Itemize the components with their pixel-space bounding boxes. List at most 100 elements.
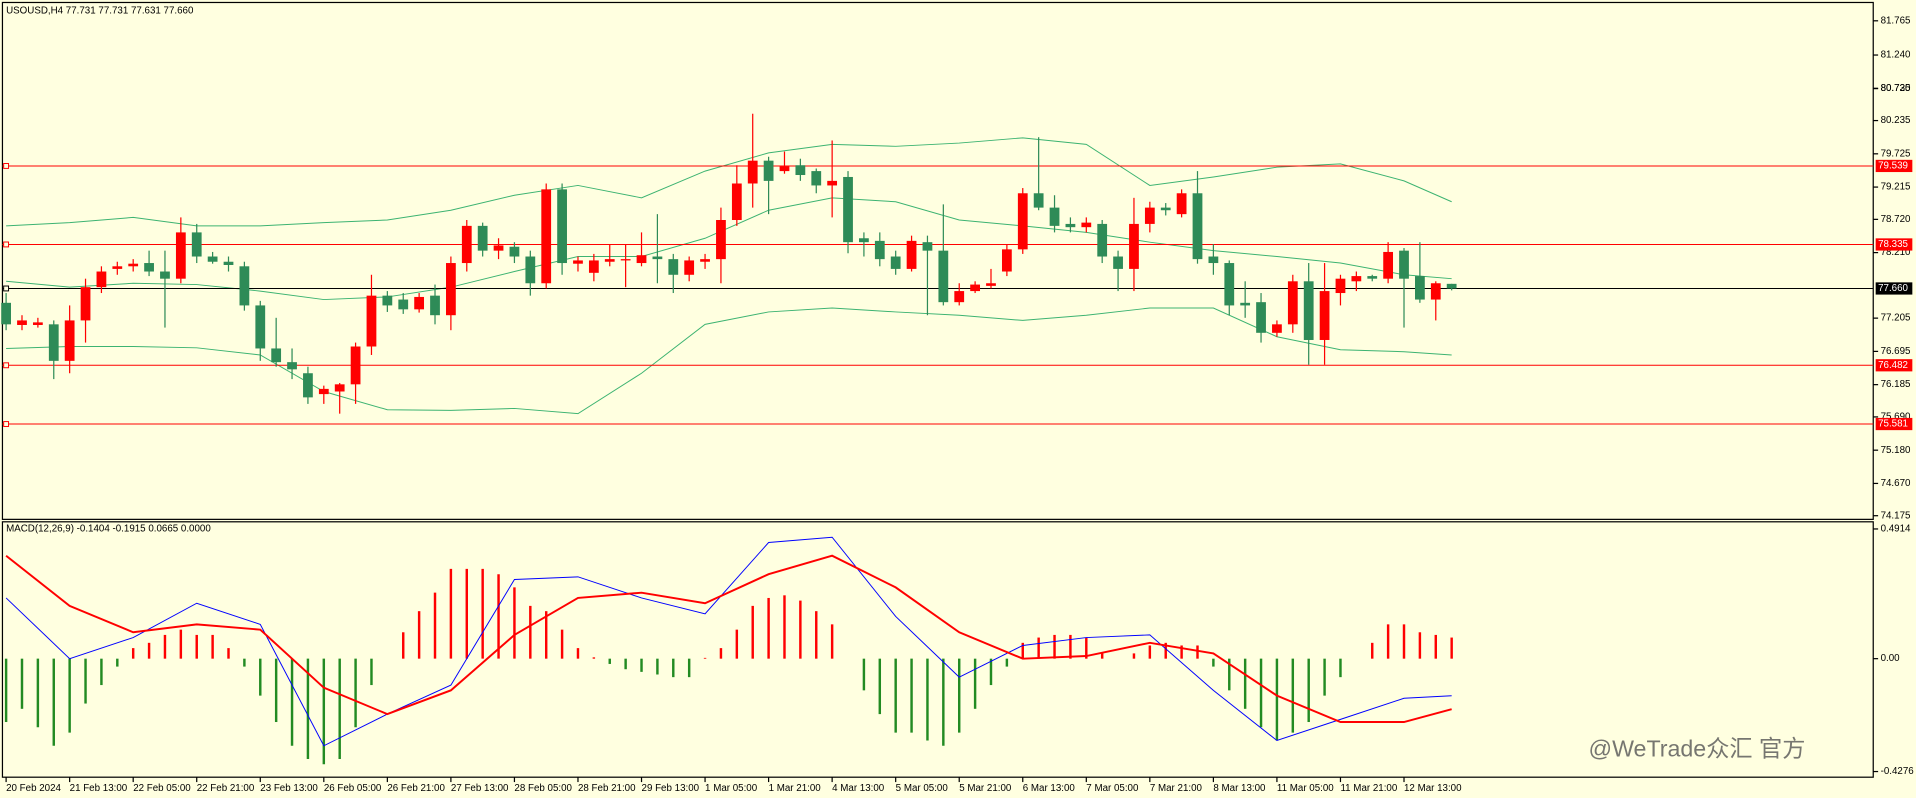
candle-body [1129,223,1139,269]
y-tick-label: 80.725 [1881,83,1911,94]
candle-body [1224,263,1235,306]
candle-body [1192,193,1203,260]
y-tick-label: 78.720 [1881,214,1911,225]
level-label-box [1875,159,1913,173]
candle-body [986,283,996,286]
candle-body [17,320,27,325]
candle-body [1367,276,1378,279]
candle-body [731,183,742,221]
x-tick-label: 1 Mar 05:00 [705,783,758,794]
candle-body [1113,256,1123,269]
plot-layer: 81.765 81.240 80.730 80.235 80.725 79.725 79.2… [1,15,1914,794]
candle-body [446,263,456,316]
candle-body [207,256,218,262]
candle-body [175,232,186,279]
x-tick-label: 5 Mar 05:00 [896,783,949,794]
candle-body [1446,283,1457,289]
x-tick-label: 8 Mar 13:00 [1213,783,1266,794]
y-tick-label: 0.4914 [1881,524,1911,535]
candle-body [493,245,504,251]
candle-body [747,160,758,184]
x-tick-label: 22 Feb 05:00 [133,783,191,794]
candle-body [1415,276,1425,300]
level-label: 76.482 [1878,360,1908,371]
candle-body [843,176,853,243]
candle-body [779,166,790,172]
signal-line [5,554,1452,723]
candle-body [716,220,726,260]
candle-body [414,296,425,310]
candle-body [620,259,631,261]
x-tick-label: 5 Mar 21:00 [959,783,1012,794]
candle-body [366,295,377,347]
candle-body [334,384,345,392]
candle-body [1287,281,1298,325]
candle-body [239,266,250,306]
candle-body [668,259,679,275]
candle-body [1049,207,1060,226]
level-label: 79.539 [1878,161,1908,172]
candle-body [938,250,949,303]
candle-body [160,271,170,279]
candle-body [144,263,154,272]
y-tick-label: 77.205 [1881,313,1911,324]
chart-title: USOUSD,H4 77.731 77.731 77.631 77.660 [6,6,194,17]
candle-body [1208,256,1219,264]
y-tick-label: 80.235 [1881,115,1911,126]
y-tick-label: 76.185 [1881,379,1911,390]
candle-body [48,324,59,361]
y-tick-label: 75.180 [1881,445,1911,456]
candle-body [1081,222,1092,228]
y-tick-label: 79.725 [1881,148,1911,159]
y-tick-label: 74.175 [1881,510,1911,521]
level-marker [3,362,10,369]
x-tick-label: 26 Feb 05:00 [324,783,382,794]
candle-body [1303,281,1314,340]
level-marker [3,241,10,248]
candle-body [1,302,11,325]
candle-body [1430,283,1441,300]
candle-body [763,160,774,181]
x-tick-label: 28 Feb 05:00 [514,783,572,794]
x-tick-label: 7 Mar 21:00 [1150,783,1203,794]
y-tick-label: 81.240 [1881,50,1911,61]
candle-body [906,240,917,269]
y-tick-label: 79.215 [1881,182,1911,193]
level-label-box [1875,417,1913,431]
candle-body [1240,302,1251,306]
candle-body [112,266,123,269]
candle-body [1160,207,1171,211]
candle-body [1144,207,1155,224]
level-label-box [1875,359,1913,372]
x-tick-label: 26 Feb 21:00 [387,783,445,794]
candle-body [80,287,91,321]
macd-panel [1,521,1874,778]
x-tick-label: 20 Feb 2024 [6,783,61,794]
candle-body [191,232,202,257]
candle-body [922,242,933,251]
candle-body [1335,278,1346,294]
candle-body [859,238,869,243]
candle-body [287,362,297,370]
candle-body [1399,250,1409,279]
level-label: 77.660 [1878,283,1908,294]
candle-body [1065,223,1076,228]
x-tick-label: 4 Mar 13:00 [832,783,885,794]
bollinger-band [6,137,1452,227]
candle-body [96,271,107,288]
x-tick-label: 21 Feb 13:00 [70,783,128,794]
candle-body [318,388,329,395]
candle-body [461,225,472,264]
candle-body [588,260,599,273]
x-tick-label: 28 Feb 21:00 [578,783,636,794]
y-tick-label: 76.695 [1881,346,1911,357]
y-tick-label: 80.730 [1881,83,1911,94]
candle-body [350,346,361,385]
candle-body [557,189,567,264]
candle-body [32,322,43,325]
candle-body [64,320,75,361]
bollinger-band [6,307,1452,415]
candle-body [684,260,695,275]
